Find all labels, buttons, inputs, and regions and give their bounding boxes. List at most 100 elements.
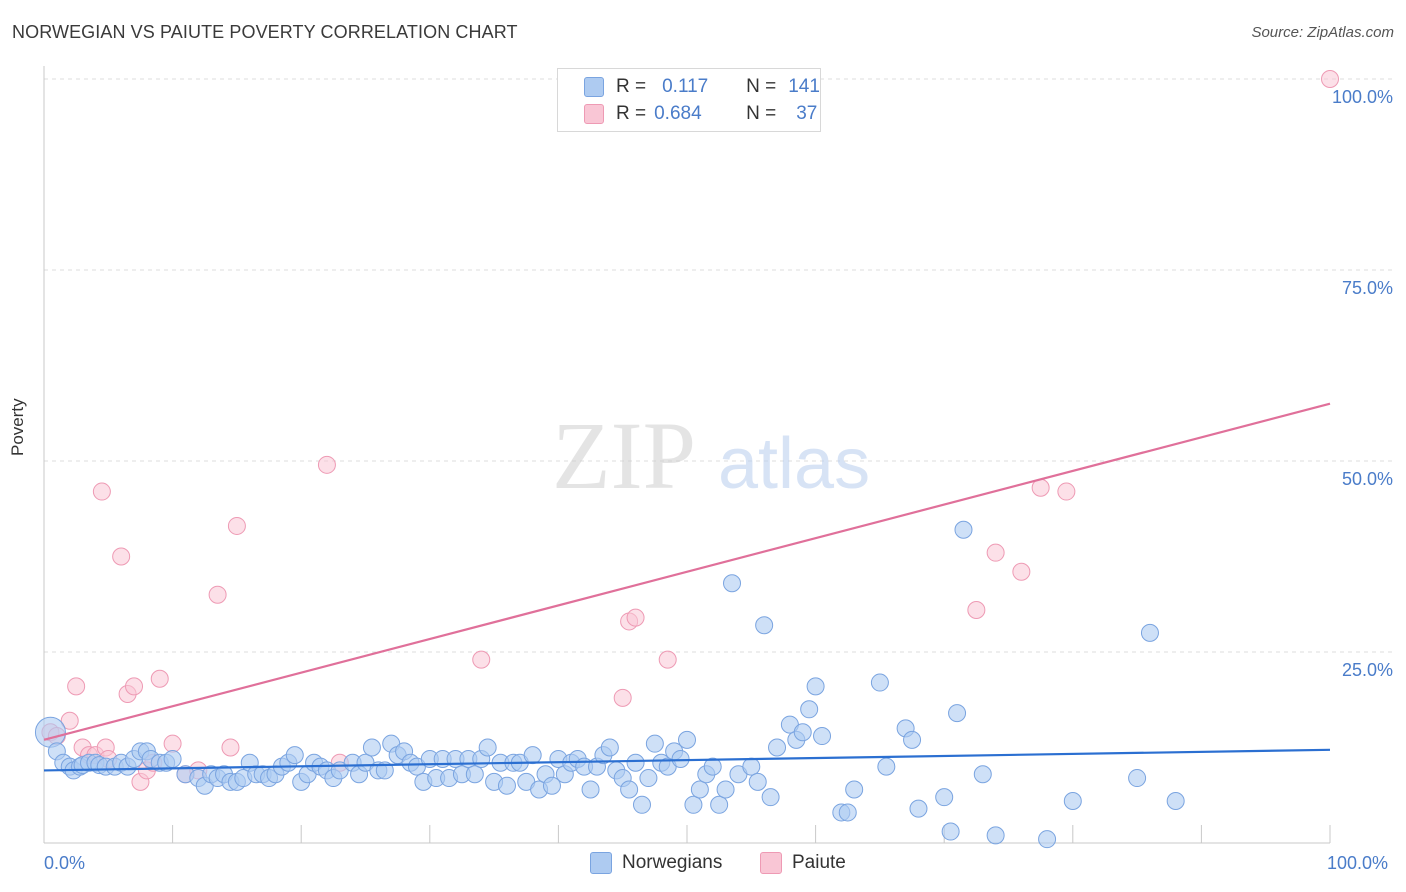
paiute-point bbox=[613, 688, 632, 707]
y-tick-label: 50.0% bbox=[1342, 469, 1393, 489]
legend-r-label: R = bbox=[616, 76, 647, 97]
norwegian-point bbox=[1166, 791, 1185, 810]
legend-n-label: N = bbox=[746, 76, 777, 97]
legend-r-value: 0.117 bbox=[662, 76, 709, 97]
watermark-zip: ZIP bbox=[552, 402, 696, 509]
paiute-point bbox=[60, 711, 79, 730]
norwegian-point bbox=[941, 822, 960, 841]
norwegian-trend-line bbox=[43, 748, 1331, 772]
norwegian-point bbox=[1063, 791, 1082, 810]
legend-r-value: 0.684 bbox=[654, 103, 702, 124]
legend-swatch-paiute bbox=[584, 104, 604, 124]
legend-n-value: 141 bbox=[788, 76, 820, 97]
paiute-point bbox=[163, 734, 182, 753]
bottom-legend-norwegians: Norwegians bbox=[590, 852, 722, 874]
norwegian-point bbox=[671, 749, 690, 768]
norwegian-point bbox=[768, 738, 787, 757]
norwegian-point bbox=[877, 757, 896, 776]
paiute-point bbox=[227, 516, 246, 535]
norwegian-point bbox=[626, 753, 645, 772]
norwegian-point bbox=[645, 734, 664, 753]
paiute-point bbox=[472, 650, 491, 669]
chart-title: NORWEGIAN VS PAIUTE POVERTY CORRELATION … bbox=[12, 22, 518, 42]
norwegian-point bbox=[748, 772, 767, 791]
norwegian-point bbox=[813, 727, 832, 746]
paiute-point bbox=[626, 608, 645, 627]
bottom-legend-label-paiute: Paiute bbox=[792, 852, 846, 873]
x-axis-max-label: 100.0% bbox=[1327, 853, 1389, 873]
paiute-point bbox=[986, 543, 1005, 562]
y-tick-label: 100.0% bbox=[1332, 87, 1393, 107]
norwegian-point bbox=[716, 780, 735, 799]
bottom-swatch-paiute bbox=[760, 852, 782, 874]
paiute-point bbox=[125, 677, 144, 696]
norwegian-point bbox=[845, 780, 864, 799]
norwegian-point bbox=[285, 746, 304, 765]
norwegian-point bbox=[684, 795, 703, 814]
paiute-point bbox=[658, 650, 677, 669]
norwegian-point bbox=[632, 795, 651, 814]
paiute-point bbox=[1012, 562, 1031, 581]
paiute-point bbox=[208, 585, 227, 604]
norwegian-point bbox=[986, 826, 1005, 845]
norwegian-point bbox=[542, 776, 561, 795]
norwegian-point bbox=[690, 780, 709, 799]
paiute-point bbox=[317, 455, 336, 474]
norwegian-point bbox=[703, 757, 722, 776]
norwegian-point bbox=[935, 788, 954, 807]
norwegian-point bbox=[948, 704, 967, 723]
bottom-swatch-norwegians bbox=[590, 852, 612, 874]
paiute-point bbox=[967, 600, 986, 619]
norwegian-point bbox=[903, 730, 922, 749]
watermark-atlas: atlas bbox=[718, 424, 870, 504]
norwegian-point bbox=[954, 520, 973, 539]
paiute-point bbox=[150, 669, 169, 688]
paiute-point bbox=[1057, 482, 1076, 501]
norwegian-point bbox=[465, 765, 484, 784]
norwegian-point bbox=[497, 776, 516, 795]
norwegian-point bbox=[838, 803, 857, 822]
y-tick-label: 25.0% bbox=[1342, 660, 1393, 680]
paiute-trend-line bbox=[43, 402, 1331, 741]
norwegian-point bbox=[620, 780, 639, 799]
source-label: Source: ZipAtlas.com bbox=[1251, 24, 1394, 41]
y-tick-label: 75.0% bbox=[1342, 278, 1393, 298]
norwegian-point bbox=[973, 765, 992, 784]
legend-n-value: 37 bbox=[796, 103, 818, 124]
norwegian-point bbox=[870, 673, 889, 692]
norwegian-point bbox=[710, 795, 729, 814]
norwegian-point bbox=[34, 716, 66, 748]
norwegian-point bbox=[723, 574, 742, 593]
bottom-legend-label-norwegians: Norwegians bbox=[622, 852, 723, 873]
norwegian-point bbox=[600, 738, 619, 757]
norwegian-point bbox=[523, 746, 542, 765]
legend-n-label: N = bbox=[746, 103, 777, 124]
paiute-point bbox=[67, 677, 86, 696]
norwegian-point bbox=[761, 788, 780, 807]
norwegian-point bbox=[163, 749, 182, 768]
norwegian-point bbox=[478, 738, 497, 757]
norwegian-point bbox=[639, 769, 658, 788]
paiute-point bbox=[92, 482, 111, 501]
norwegian-point bbox=[742, 757, 761, 776]
x-axis-min-label: 0.0% bbox=[44, 853, 86, 873]
paiute-point bbox=[221, 738, 240, 757]
norwegian-point bbox=[806, 677, 825, 696]
norwegian-point bbox=[909, 799, 928, 818]
norwegian-point bbox=[800, 700, 819, 719]
norwegian-point bbox=[755, 616, 774, 635]
norwegian-point bbox=[678, 730, 696, 749]
legend-swatch-norwegians bbox=[584, 77, 604, 97]
norwegian-point bbox=[1140, 623, 1159, 642]
legend-row-norwegians: R = 0.117 N = 141 bbox=[584, 74, 820, 100]
legend: R = 0.117 N = 141 R = 0.684 N = 37 bbox=[557, 68, 821, 132]
norwegian-point bbox=[362, 738, 381, 757]
norwegian-point bbox=[375, 761, 394, 780]
y-axis-label: Poverty bbox=[8, 398, 27, 456]
norwegian-point bbox=[1038, 830, 1057, 849]
legend-r-label: R = bbox=[616, 103, 647, 124]
paiute-point bbox=[112, 547, 131, 566]
bottom-legend-paiute: Paiute bbox=[760, 852, 846, 874]
norwegian-point bbox=[1128, 769, 1147, 788]
